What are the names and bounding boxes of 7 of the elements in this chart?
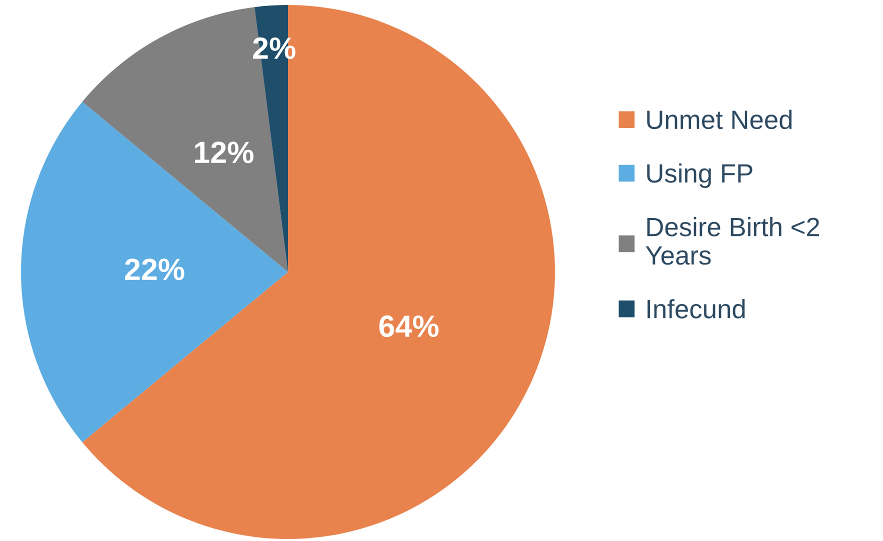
data-label: 64% bbox=[379, 315, 439, 338]
data-label: 22% bbox=[124, 258, 184, 280]
legend-label: Desire Birth <2 Years bbox=[646, 217, 820, 265]
legend-label: Infecund bbox=[648, 299, 745, 318]
legend-label: Using FP bbox=[647, 163, 752, 188]
data-label: 12% bbox=[195, 142, 254, 164]
legend-label: Unmet Need bbox=[647, 110, 792, 130]
